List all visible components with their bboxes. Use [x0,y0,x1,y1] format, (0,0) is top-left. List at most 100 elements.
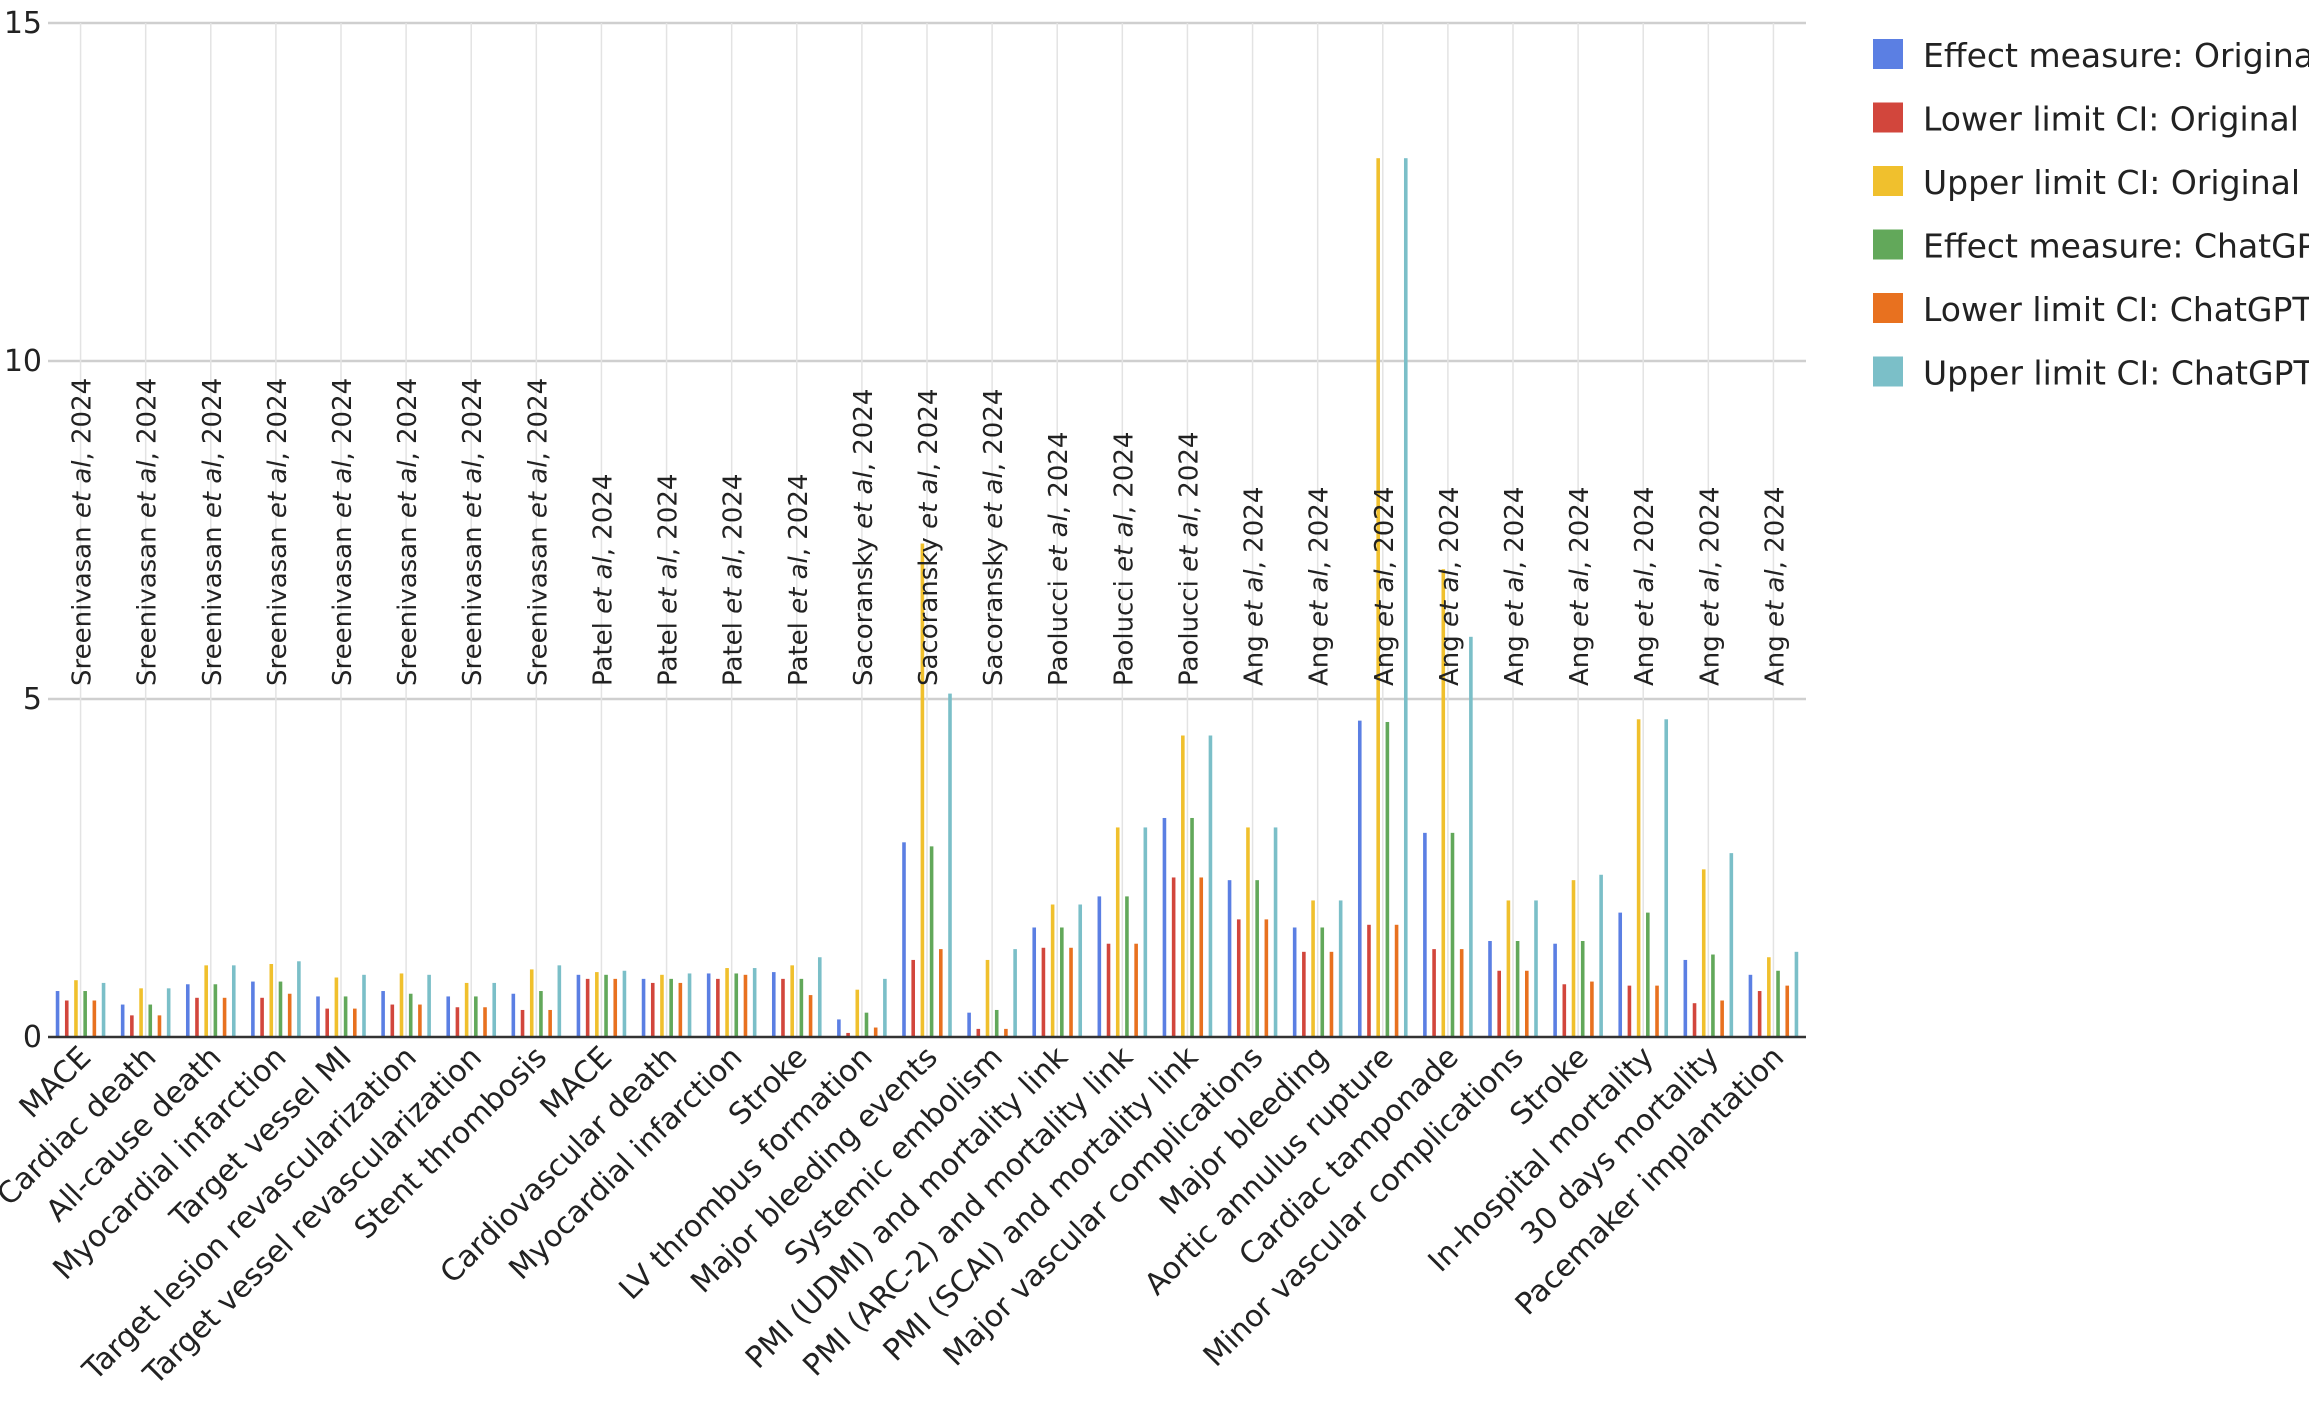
bar [902,842,906,1037]
bar [269,963,274,1037]
bar [641,978,646,1037]
study-label: Sreenivasan et al, 2024 [263,378,293,686]
legend: Effect measure: Original Lower limit CI: … [1873,36,2309,393]
legend-label: Lower limit CI: Original [1923,100,2299,139]
bar [1320,927,1325,1037]
bar [548,1009,552,1037]
bar [1636,719,1641,1037]
bar [1041,947,1046,1037]
study-label: Paolucci et al, 2024 [1109,432,1139,686]
bar [1162,817,1167,1037]
bar [1338,900,1343,1037]
bar [408,993,413,1037]
study-label: Sreenivasan et al, 2024 [198,378,228,686]
bar [1060,927,1064,1037]
legend-label: Lower limit CI: ChatGPT [1923,290,2309,329]
bar [1729,853,1734,1037]
y-tick-label: 0 [23,1020,42,1055]
bar [1459,949,1464,1037]
legend-label: Upper limit CI: Original [1923,163,2300,202]
bar [1264,919,1269,1037]
bar [1469,636,1473,1037]
bar [883,978,887,1037]
bar [1683,959,1688,1037]
bar [130,1015,134,1037]
bar [1571,880,1576,1037]
bars [55,158,1799,1037]
study-label: Patel et al, 2024 [588,474,618,686]
bar [976,1028,981,1037]
bar [1171,877,1176,1037]
bar [55,991,60,1037]
bar [1134,943,1138,1037]
bar [837,1019,841,1037]
bar [483,1007,487,1037]
bar [287,993,292,1037]
bar [83,991,87,1037]
bar [799,978,804,1037]
bar [120,1004,125,1037]
study-label: Sreenivasan et al, 2024 [458,378,488,686]
bar [929,846,934,1037]
bar [1097,896,1102,1037]
bar [185,984,190,1037]
bar [278,981,283,1037]
bar [297,961,301,1037]
bar [1506,900,1511,1037]
bar [1292,927,1297,1037]
bar [1032,927,1037,1037]
study-label: Patel et al, 2024 [719,474,749,686]
bar [1255,880,1259,1037]
bar [213,984,218,1037]
bar [1497,970,1501,1037]
bar [1590,981,1594,1037]
legend-label: Effect measure: ChatGPT [1923,227,2309,266]
bar [1618,912,1623,1037]
bar [1199,877,1204,1037]
bar [1236,919,1241,1037]
y-tick-label: 10 [4,344,42,379]
bar [1450,832,1455,1037]
bar [1227,880,1232,1037]
bar [74,980,78,1037]
study-label: Ang et al, 2024 [1500,487,1530,686]
bar [1273,827,1278,1037]
bar [576,974,581,1037]
bar [1553,943,1557,1037]
legend-swatch [1873,39,1903,69]
bar [743,974,748,1037]
bar [660,974,664,1037]
bar [985,959,990,1037]
bar [716,978,720,1037]
bar [1069,947,1073,1037]
bar [1701,869,1706,1037]
bar [1757,991,1762,1037]
bar [939,949,943,1037]
bar [492,982,497,1037]
bar [846,1032,850,1037]
bar [781,978,785,1037]
bar [427,974,431,1037]
bar [1664,719,1669,1037]
bar [678,982,683,1037]
bar [1776,970,1780,1037]
bar [1646,912,1650,1037]
study-label: Ang et al, 2024 [1370,487,1400,686]
bar [1794,951,1799,1037]
axes: 0 5 10 15 [4,6,1806,1055]
study-label: Sacoransky et al, 2024 [914,389,944,686]
bar [539,991,543,1037]
y-tick-label: 5 [23,682,42,717]
bar [474,996,478,1037]
bar [734,973,739,1037]
bar [725,968,729,1037]
bar [1599,874,1603,1037]
bar [529,969,534,1037]
study-label: Sacoransky et al, 2024 [979,389,1009,686]
bar [808,995,813,1037]
bar [948,693,952,1037]
bar [1357,720,1362,1037]
bar [1748,974,1753,1037]
